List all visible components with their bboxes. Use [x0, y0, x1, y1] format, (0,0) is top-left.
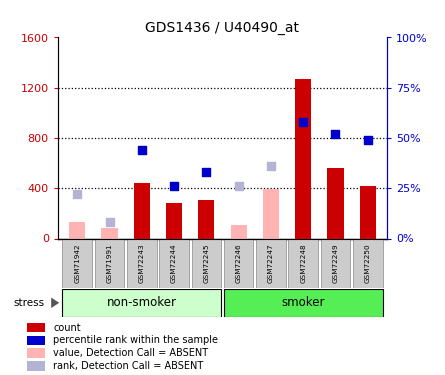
- Text: value, Detection Call = ABSENT: value, Detection Call = ABSENT: [53, 348, 209, 358]
- Title: GDS1436 / U40490_at: GDS1436 / U40490_at: [146, 21, 299, 35]
- Bar: [62, 239, 92, 288]
- Text: rank, Detection Call = ABSENT: rank, Detection Call = ABSENT: [53, 361, 204, 371]
- Bar: [360, 186, 376, 238]
- Text: stress: stress: [13, 298, 44, 308]
- Point: [138, 147, 146, 153]
- Text: GSM72247: GSM72247: [268, 244, 274, 284]
- Text: GSM72243: GSM72243: [139, 244, 145, 284]
- Bar: [127, 239, 157, 288]
- Bar: [224, 289, 383, 317]
- Bar: [353, 239, 383, 288]
- Bar: [288, 239, 318, 288]
- Bar: [256, 239, 286, 288]
- Text: GSM72249: GSM72249: [332, 244, 339, 284]
- Point: [235, 183, 242, 189]
- Bar: [159, 239, 189, 288]
- Bar: [27, 348, 44, 358]
- Bar: [69, 222, 85, 238]
- Bar: [62, 289, 221, 317]
- Text: smoker: smoker: [281, 296, 325, 309]
- Point: [106, 219, 113, 225]
- Bar: [95, 239, 124, 288]
- Bar: [295, 79, 312, 239]
- Point: [332, 131, 339, 137]
- Text: GSM72250: GSM72250: [365, 244, 371, 284]
- Bar: [191, 239, 221, 288]
- Bar: [166, 203, 182, 238]
- Text: GSM72248: GSM72248: [300, 244, 306, 284]
- Bar: [101, 228, 117, 238]
- Text: count: count: [53, 322, 81, 333]
- Text: GSM72245: GSM72245: [203, 244, 209, 284]
- Text: percentile rank within the sample: percentile rank within the sample: [53, 335, 218, 345]
- Bar: [198, 200, 214, 238]
- Text: GSM72244: GSM72244: [171, 244, 177, 284]
- Bar: [328, 168, 344, 238]
- Bar: [27, 336, 44, 345]
- Bar: [27, 361, 44, 370]
- Bar: [231, 225, 247, 238]
- Text: non-smoker: non-smoker: [107, 296, 177, 309]
- Bar: [263, 189, 279, 238]
- Point: [203, 169, 210, 175]
- Text: GSM72246: GSM72246: [236, 244, 242, 284]
- Point: [299, 119, 307, 125]
- Point: [364, 137, 371, 143]
- Text: GSM71942: GSM71942: [74, 244, 80, 284]
- Bar: [134, 183, 150, 238]
- Bar: [27, 323, 44, 332]
- Point: [74, 191, 81, 197]
- Point: [170, 183, 178, 189]
- Bar: [321, 239, 350, 288]
- Point: [267, 163, 275, 169]
- Text: GSM71991: GSM71991: [106, 244, 113, 284]
- Bar: [224, 239, 254, 288]
